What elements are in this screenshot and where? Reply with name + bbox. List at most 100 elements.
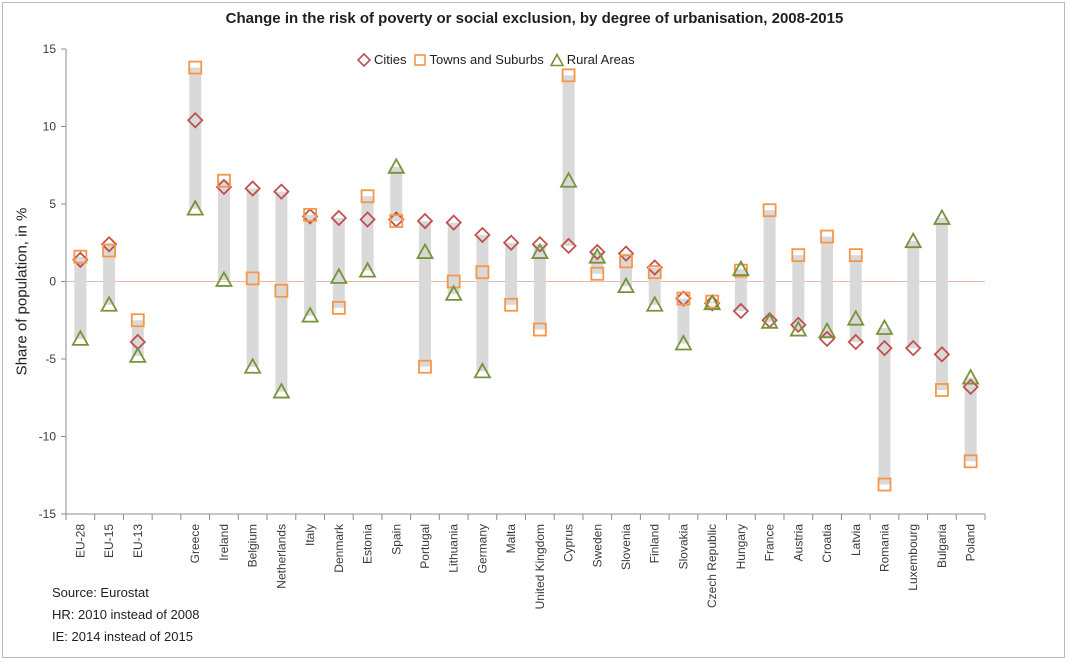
x-tick-label: Malta [504,524,518,554]
marker-rural [243,357,262,374]
x-tick-label: Romania [877,524,891,572]
marker-cities [301,208,319,225]
x-tick-label: EU-28 [73,524,87,558]
marker-rural [645,295,664,312]
marker-rural [272,382,291,399]
marker-cities [847,333,865,351]
legend-item-towns: Towns and Suburbs [413,52,544,67]
x-tick-label: France [763,524,777,562]
marker-towns [676,291,691,306]
marker-rural [186,199,205,216]
range-bar [505,242,518,305]
range-bar [734,269,747,311]
square-icon [413,53,426,66]
range-bar [304,214,317,316]
x-tick-label: Ireland [217,524,231,561]
marker-cities [646,259,664,276]
x-tick-label: Luxembourg [906,524,920,591]
range-bar [677,298,690,344]
marker-rural [961,368,980,385]
chart-title: Change in the risk of poverty or social … [225,10,844,27]
marker-cities [244,180,261,197]
marker-rural [932,208,951,225]
marker-cities [416,212,434,230]
marker-cities [100,236,118,253]
marker-rural [387,157,406,174]
x-tick-label: Spain [389,524,403,555]
x-tick-label: EU-15 [102,524,116,558]
range-bar [103,244,116,305]
range-bar [562,75,575,246]
x-tick-label: United Kingdom [533,524,547,609]
marker-cities [273,183,290,200]
marker-rural [818,321,837,339]
x-tick-label: Sweden [590,524,604,567]
x-tick-label: EU-13 [131,524,145,558]
x-tick-label: Czech Republic [705,524,719,608]
marker-towns [561,68,576,83]
marker-towns [389,214,404,228]
x-tick-label: Bulgaria [935,524,949,568]
marker-towns [619,254,633,269]
marker-towns [877,477,892,492]
hr-note: HR: 2010 instead of 2008 [52,607,200,622]
range-bar [390,166,403,222]
x-tick-label: Latvia [849,524,863,556]
marker-rural [329,267,348,284]
range-bar [878,328,891,485]
marker-rural [530,242,549,259]
x-tick-label: Estonia [361,524,375,564]
marker-cities [675,290,692,307]
marker-rural [559,171,578,188]
marker-cities [502,234,520,252]
legend-label-rural: Rural Areas [566,52,635,67]
marker-cities [876,339,893,357]
y-tick-label: 10 [43,120,57,134]
marker-rural [731,259,750,277]
marker-rural [301,306,320,323]
marker-rural [415,242,435,259]
y-tick-label: 5 [49,197,56,211]
range-bar [935,217,948,390]
notes: Source: Eurostat HR: 2010 instead of 200… [52,582,199,648]
marker-cities [215,178,233,196]
x-tick-label: Poland [964,524,978,561]
marker-cities [962,378,979,396]
y-tick-label: -15 [39,507,57,521]
range-bar [763,210,776,322]
marker-rural [875,318,894,335]
marker-towns [130,313,145,328]
marker-towns [647,265,662,280]
marker-rural [904,231,923,249]
range-bar [792,255,805,330]
x-tick-label: Portugal [418,524,432,569]
marker-rural [760,312,779,329]
marker-towns [532,322,547,337]
marker-cities [790,316,807,334]
x-tick-label: Austria [791,524,805,562]
x-tick-label: Belgium [246,524,260,567]
marker-towns [303,207,318,222]
legend-item-cities: Cities [357,52,407,67]
x-tick-label: Finland [648,524,662,563]
x-tick-label: Slovenia [619,524,633,570]
marker-towns [102,243,116,258]
range-bar [821,236,834,339]
y-tick-label: -5 [45,352,56,366]
x-tick-label: Denmark [332,523,346,573]
range-bar [447,222,460,294]
y-tick-label: 0 [49,275,56,289]
marker-rural [214,270,233,287]
range-bar [189,67,202,209]
marker-cities [703,294,721,312]
range-bar [361,196,374,271]
marker-towns [245,271,260,286]
x-tick-label: Slovakia [676,524,690,570]
marker-towns [475,265,490,280]
range-bar [74,256,87,339]
marker-rural [473,362,492,379]
marker-cities [531,236,549,253]
marker-cities [474,226,491,244]
range-bar [332,217,345,308]
